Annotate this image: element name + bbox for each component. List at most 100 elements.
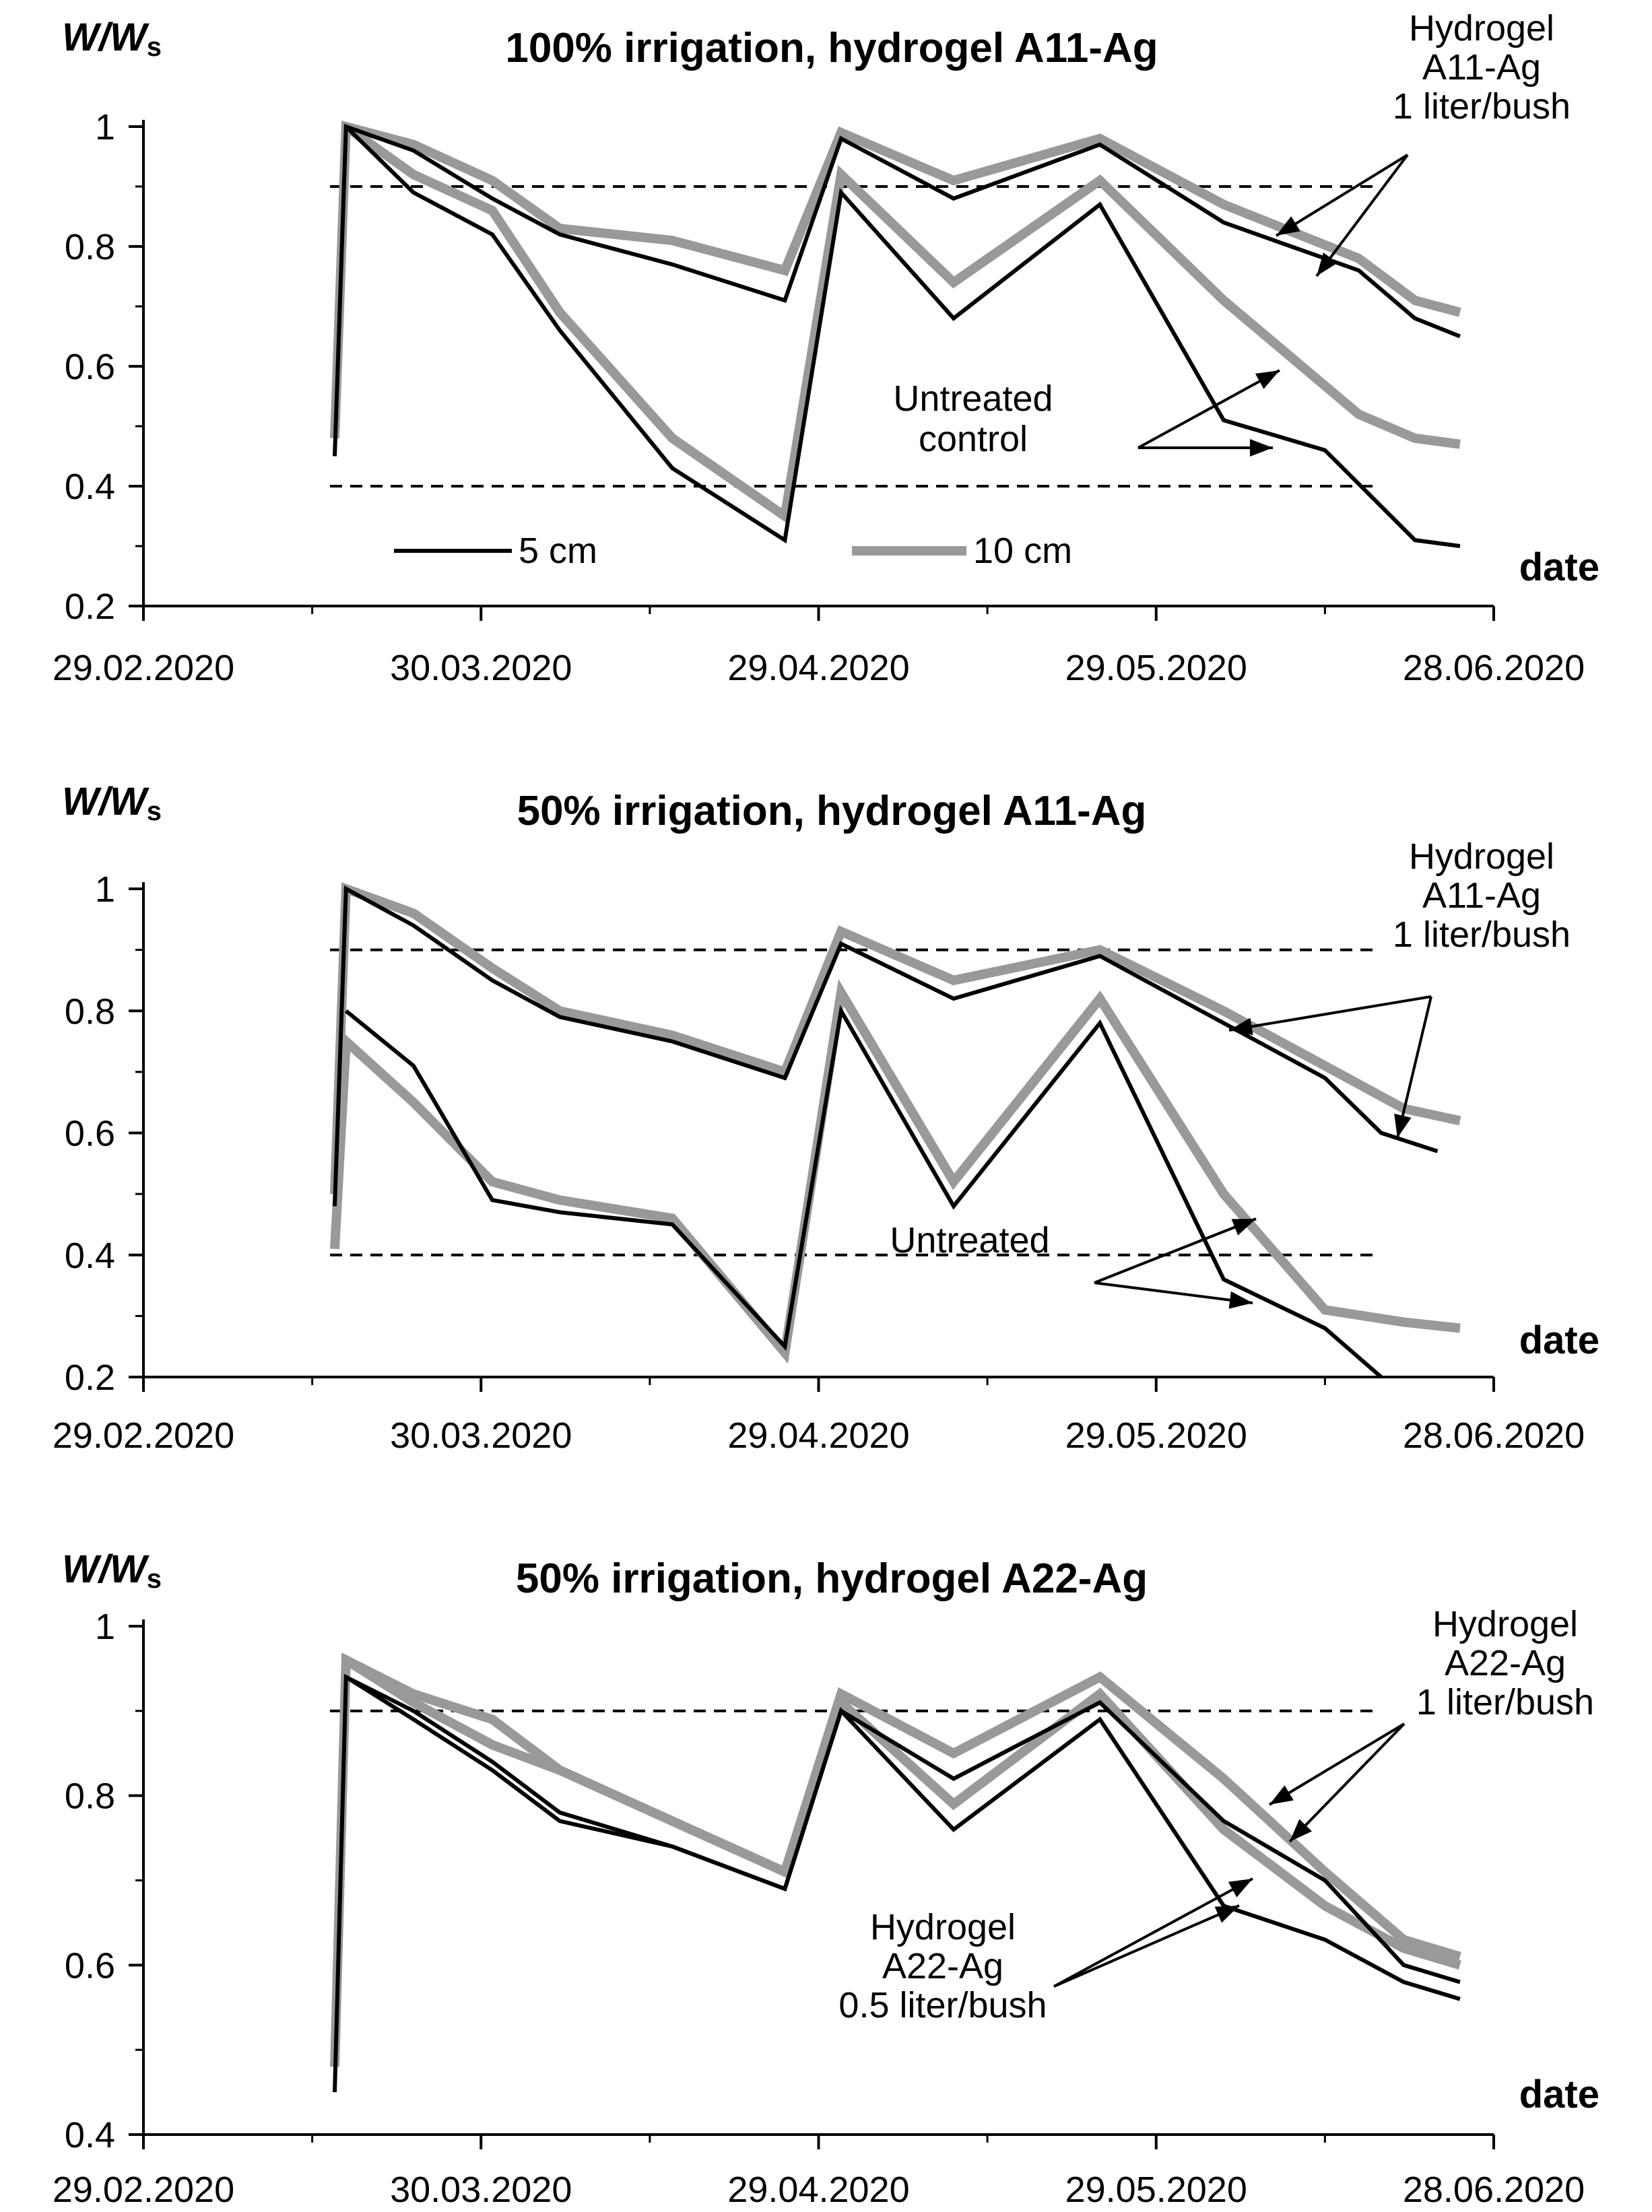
x-tick-label: 29.05.2020 [1065,2170,1247,2210]
x-axis-label: date [1519,545,1599,589]
x-tick-label: 29.05.2020 [1065,1415,1247,1456]
y-axis-label-subscript: s [147,797,162,826]
series-line-10cm-control [343,123,1461,525]
annotation-line: 1 liter/bush [1393,914,1571,955]
x-tick-label: 29.04.2020 [727,648,909,688]
x-axis-label: date [1519,1318,1599,1362]
annotation-line: A22-Ag [1445,1643,1566,1683]
y-tick-label: 0.6 [65,1114,115,1154]
annotation-arrow [1275,154,1409,237]
chart-title: 50% irrigation, hydrogel A11-Ag [517,788,1147,834]
y-tick-label: 0.4 [65,2115,115,2155]
annotation-line: Hydrogel [1409,8,1554,48]
annotation-arrowhead [1229,1017,1253,1036]
chart-panel-1: 100% irrigation, hydrogel A11-Ag W/Ws 0.2 0… [53,8,1599,688]
annotation-1: Hydrogel A11-Ag 1 liter/bush [1393,8,1571,127]
x-tick-label: 30.03.2020 [390,648,572,688]
y-tick-label: 0.8 [65,227,115,267]
y-axis-label: W/Ws [62,15,162,62]
annotation-line: control [919,419,1028,459]
series-line-10cm-0-5-liter-bush [343,1656,1461,1970]
annotation-arrow [1053,1904,1240,1988]
annotation-arrowhead [1317,253,1337,276]
annotation-arrowhead [1255,370,1280,389]
annotation-line: A22-Ag [882,1946,1003,1986]
annotation-line: 0.5 liter/bush [838,1985,1047,2025]
y-tick-label: 0.4 [65,467,115,507]
annotation-line: Hydrogel [870,1907,1016,1947]
series-line-10cm-hydrogel [330,882,1461,1195]
annotation-arrow [1396,996,1432,1139]
annotation-arrowhead [1269,1785,1294,1805]
y-axis-label-subscript: s [147,1564,162,1594]
annotation-arrow [1137,369,1280,449]
y-tick-label: 0.8 [65,991,115,1032]
series-line-5cm-control [344,1005,1383,1379]
annotation-arrowhead [1290,1819,1313,1842]
annotation-line: Hydrogel [1432,1604,1578,1644]
x-tick-label: 28.06.2020 [1403,1415,1585,1456]
series-line-5cm-hydrogel [333,885,1439,1207]
y-tick-label: 1 [95,1607,115,1647]
legend-label-10cm: 10 cm [973,531,1072,571]
annotation-line: Untreated [893,378,1053,419]
y-axis-label: W/Ws [62,780,162,826]
x-tick-label: 29.04.2020 [727,2170,909,2210]
annotation-2: Hydrogel A22-Ag 0.5 liter/bush [838,1907,1047,2025]
legend-label-5cm: 5 cm [519,531,597,571]
x-tick-label: 29.05.2020 [1065,648,1247,688]
x-tick-label: 30.03.2020 [390,2170,572,2210]
chart-title: 100% irrigation, hydrogel A11-Ag [505,25,1158,71]
annotation-arrowhead [1394,1113,1412,1138]
y-axis-label-main: W/W [62,780,150,824]
y-axis-label-main: W/W [62,15,150,59]
annotation-arrowhead [1214,1906,1239,1923]
chart-title: 50% irrigation, hydrogel A22-Ag [516,1555,1148,1602]
annotation-arrow [1053,1877,1253,1988]
x-tick-label: 28.06.2020 [1403,648,1585,688]
y-axis-label-subscript: s [147,32,162,62]
annotation-arrow [1094,1281,1253,1304]
y-tick-label: 1 [95,107,115,147]
y-axis-label-main: W/W [62,1547,150,1591]
annotation-2: Untreated control [893,378,1053,459]
x-tick-label: 29.02.2020 [53,648,234,688]
x-tick-label: 29.04.2020 [727,1415,909,1456]
series-line-5cm-control [344,125,1461,548]
annotation-arrow [1228,995,1432,1032]
y-tick-label: 0.6 [65,1945,115,1986]
annotation-2: Untreated [890,1220,1049,1261]
annotation-line: A11-Ag [1422,875,1541,916]
y-axis-label: W/Ws [62,1547,162,1594]
annotation-line: 1 liter/bush [1393,86,1571,127]
annotation-1: Hydrogel A11-Ag 1 liter/bush [1393,836,1571,955]
annotation-line: Hydrogel [1409,836,1554,877]
y-tick-label: 0.6 [65,347,115,387]
annotation-arrow [1268,1722,1406,1806]
annotation-arrow [1315,154,1409,277]
annotation-line: Untreated [890,1220,1049,1261]
y-tick-label: 1 [95,869,115,910]
chart-panel-2: 50% irrigation, hydrogel A11-Ag W/Ws 0.2 0.… [53,780,1599,1456]
x-tick-label: 29.02.2020 [53,2170,234,2210]
y-tick-label: 0.2 [65,1358,115,1398]
x-axis-label: date [1519,2073,1599,2116]
y-tick-label: 0.4 [65,1236,115,1276]
annotation-arrowhead [1231,1219,1256,1236]
y-tick-label: 0.8 [65,1776,115,1817]
annotation-line: 1 liter/bush [1416,1682,1594,1722]
annotation-1: Hydrogel A22-Ag 1 liter/bush [1416,1604,1594,1722]
annotation-arrowhead [1276,216,1300,236]
annotation-line: A11-Ag [1422,47,1541,88]
chart-panel-3: 50% irrigation, hydrogel A22-Ag W/Ws 0.4 0.… [53,1547,1599,2210]
x-tick-label: 29.02.2020 [53,1415,234,1456]
annotation-arrowhead [1250,439,1273,457]
y-tick-label: 0.2 [65,586,115,627]
x-tick-label: 30.03.2020 [390,1415,572,1456]
x-tick-label: 28.06.2020 [1403,2170,1585,2210]
series-line-5cm-0-5-liter-bush [345,1675,1461,2001]
annotation-arrowhead [1228,1291,1253,1309]
annotation-arrow [1288,1722,1406,1843]
annotation-arrow [1094,1217,1257,1284]
